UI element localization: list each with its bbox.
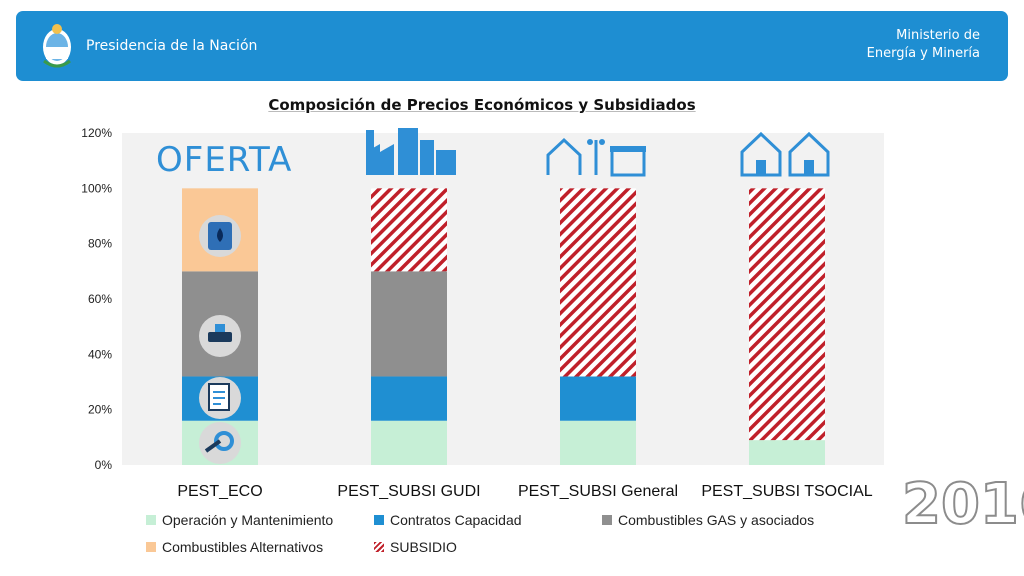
argentina-coat-of-arms-icon [43, 24, 71, 68]
y-tick-label: 60% [88, 292, 112, 306]
bar-segment [560, 420, 636, 465]
bar-segment [371, 420, 447, 465]
header-left: Presidencia de la Nación [40, 21, 257, 71]
legend-label: SUBSIDIO [390, 539, 457, 555]
legend-swatch [146, 515, 156, 525]
x-category-label: PEST_SUBSI GUDI [337, 483, 480, 500]
two-houses-icon [740, 131, 830, 177]
house-streetlight-shop-icon [546, 137, 646, 177]
legend-label: Operación y Mantenimiento [162, 512, 334, 528]
bar-segment [560, 376, 636, 421]
legend-label: Contratos Capacidad [390, 512, 522, 528]
legend-item: Combustibles GAS y asociados [602, 512, 814, 528]
x-category-label: PEST_SUBSI TSOCIAL [701, 483, 872, 500]
presidencia-title: Presidencia de la Nación [86, 38, 258, 54]
legend-item: Combustibles Alternativos [146, 539, 323, 555]
factory-buildings-shop-icon [366, 128, 456, 175]
ministerio-title: Ministerio de Energía y Minería [867, 27, 980, 63]
y-tick-label: 80% [88, 237, 112, 251]
legend-item: SUBSIDIO [374, 539, 457, 555]
bar-segment [371, 188, 447, 272]
bar-segment [749, 440, 825, 465]
legend-swatch [146, 542, 156, 552]
header-banner: Presidencia de la Nación Ministerio de E… [16, 11, 1008, 81]
y-tick-label: 40% [88, 347, 112, 361]
x-category-label: PEST_SUBSI General [518, 483, 678, 500]
y-tick-label: 120% [81, 126, 112, 140]
legend-swatch [374, 542, 384, 552]
oferta-label: OFERTA [156, 140, 293, 180]
gas-valve-icon [199, 315, 241, 357]
legend-item: Contratos Capacidad [374, 512, 522, 528]
legend-swatch [602, 515, 612, 525]
x-category-label: PEST_ECO [177, 483, 262, 500]
oil-barrel-icon [199, 215, 241, 257]
y-tick-label: 20% [88, 403, 112, 417]
bar-segment [371, 271, 447, 377]
legend-label: Combustibles Alternativos [162, 539, 324, 555]
bar-segment [371, 376, 447, 421]
ministerio-line-1: Ministerio de [896, 28, 980, 43]
wrench-gear-icon [199, 422, 241, 464]
bar-segment [749, 188, 825, 441]
y-tick-label: 0% [95, 458, 113, 472]
legend-swatch [374, 515, 384, 525]
legend-item: Operación y Mantenimiento [146, 512, 333, 528]
chart-title: Composición de Precios Económicos y Subs… [268, 96, 696, 114]
y-tick-label: 100% [81, 181, 112, 195]
ministerio-line-2: Energía y Minería [866, 46, 980, 61]
contract-document-icon [199, 377, 241, 419]
bar-segment [560, 188, 636, 377]
legend-label: Combustibles GAS y asociados [618, 512, 815, 528]
year-label: 2016 [901, 471, 1024, 538]
